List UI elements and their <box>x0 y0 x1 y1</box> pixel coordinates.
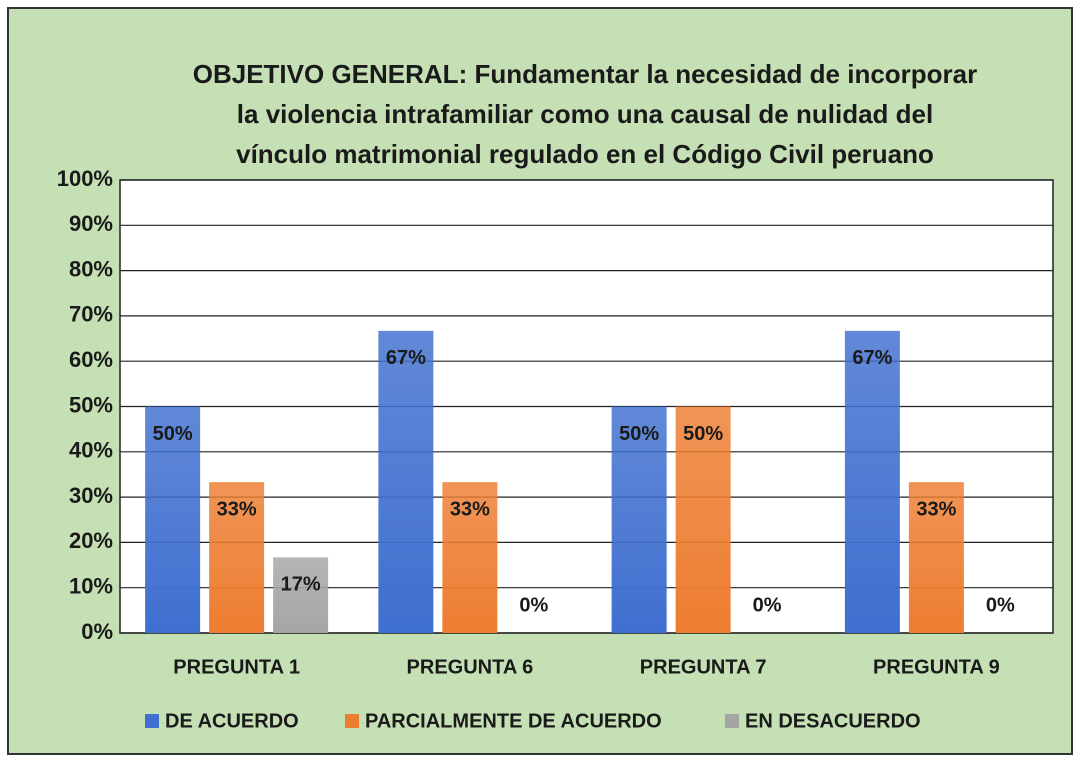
data-label: 33% <box>450 498 490 520</box>
legend-label: DE ACUERDO <box>165 710 299 732</box>
data-label: 67% <box>386 347 426 369</box>
data-label: 0% <box>519 594 548 616</box>
bar <box>611 406 667 633</box>
y-tick-label: 30% <box>69 483 113 508</box>
data-label: 50% <box>153 423 193 445</box>
y-tick-label: 90% <box>69 211 113 236</box>
data-label: 33% <box>217 498 257 520</box>
legend-swatch <box>145 714 159 728</box>
legend-swatch <box>725 714 739 728</box>
chart-title: vínculo matrimonial regulado en el Códig… <box>236 139 934 169</box>
x-tick-label: PREGUNTA 1 <box>173 656 300 678</box>
bar <box>209 482 265 633</box>
legend-swatch <box>345 714 359 728</box>
bar <box>844 330 900 633</box>
x-tick-label: PREGUNTA 6 <box>407 656 534 678</box>
y-tick-label: 20% <box>69 528 113 553</box>
data-label: 50% <box>683 423 723 445</box>
y-tick-label: 40% <box>69 438 113 463</box>
y-tick-label: 60% <box>69 347 113 372</box>
x-tick-label: PREGUNTA 7 <box>640 656 767 678</box>
x-tick-label: PREGUNTA 9 <box>873 656 1000 678</box>
data-label: 67% <box>852 347 892 369</box>
legend-label: PARCIALMENTE DE ACUERDO <box>365 710 662 732</box>
legend-label: EN DESACUERDO <box>745 710 921 732</box>
bar <box>273 557 329 633</box>
y-tick-label: 50% <box>69 392 113 417</box>
data-label: 0% <box>753 594 782 616</box>
data-label: 0% <box>986 594 1015 616</box>
chart-title: OBJETIVO GENERAL: Fundamentar la necesid… <box>193 59 978 89</box>
y-tick-label: 100% <box>57 166 113 191</box>
chart-title: la violencia intrafamiliar como una caus… <box>237 99 933 129</box>
bar <box>908 482 964 633</box>
y-tick-label: 70% <box>69 302 113 327</box>
y-tick-label: 80% <box>69 256 113 281</box>
data-label: 33% <box>916 498 956 520</box>
bar <box>378 330 434 633</box>
y-tick-label: 0% <box>81 619 113 644</box>
data-label: 17% <box>281 574 321 596</box>
y-tick-label: 10% <box>69 574 113 599</box>
bar <box>442 482 498 633</box>
bar <box>675 406 731 633</box>
bar <box>145 406 201 633</box>
data-label: 50% <box>619 423 659 445</box>
